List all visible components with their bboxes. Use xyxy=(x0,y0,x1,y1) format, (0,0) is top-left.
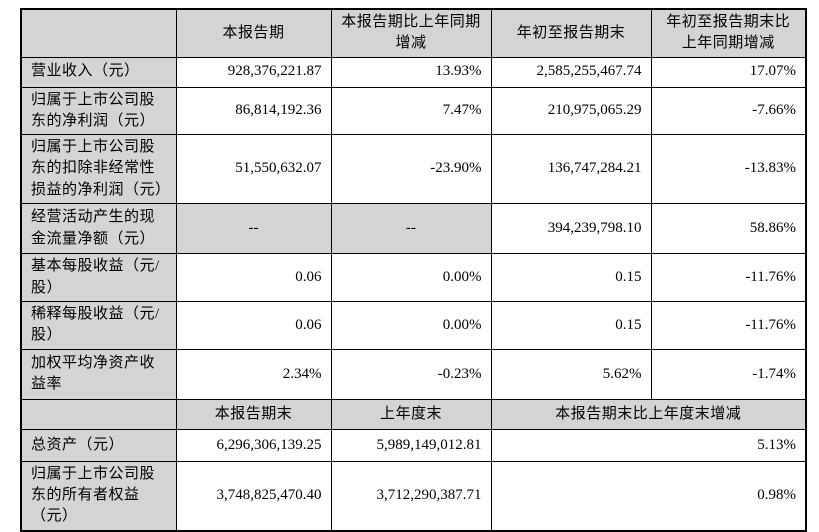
cell-value: 58.86% xyxy=(650,203,807,255)
col-header-current-period: 本报告期 xyxy=(175,8,332,58)
cell-value: 2.34% xyxy=(175,348,332,400)
cell-value: 0.00% xyxy=(330,301,492,350)
col-header-yoy-change: 本报告期比上年同期增减 xyxy=(330,8,492,58)
cell-value: 13.93% xyxy=(330,56,492,88)
row-total-assets: 总资产（元） 6,296,306,139.25 5,989,149,012.81… xyxy=(20,428,807,462)
row-label: 归属于上市公司股东的所有者权益（元） xyxy=(20,460,177,532)
col-header-ytd: 年初至报告期末 xyxy=(490,8,652,58)
cell-value: 51,550,632.07 xyxy=(175,134,332,205)
cell-value: 3,748,825,470.40 xyxy=(175,460,332,532)
row-diluted-eps: 稀释每股收益（元/股） 0.06 0.00% 0.15 -11.76% xyxy=(20,301,807,350)
row-label: 总资产（元） xyxy=(20,428,177,462)
row-label: 经营活动产生的现金流量净额（元） xyxy=(20,203,177,255)
row-basic-eps: 基本每股收益（元/股） 0.06 0.00% 0.15 -11.76% xyxy=(20,253,807,303)
row-net-profit: 归属于上市公司股东的净利润（元） 86,814,192.36 7.47% 210… xyxy=(20,86,807,136)
cell-value-na: -- xyxy=(175,203,332,255)
section2-header-row: 本报告期末 上年度末 本报告期末比上年度末增减 xyxy=(20,398,807,430)
row-label: 归属于上市公司股东的扣除非经常性损益的净利润（元） xyxy=(20,134,177,205)
row-equity-attributable-to-shareholders: 归属于上市公司股东的所有者权益（元） 3,748,825,470.40 3,71… xyxy=(20,460,807,532)
corner-cell xyxy=(20,8,177,58)
cell-value: 5.13% xyxy=(490,428,807,462)
corner-cell xyxy=(20,398,177,430)
col-header-ytd-yoy-change: 年初至报告期末比上年同期增减 xyxy=(650,8,807,58)
cell-value: 5,989,149,012.81 xyxy=(330,428,492,462)
cell-value: 2,585,255,467.74 xyxy=(490,56,652,88)
cell-value-na: -- xyxy=(330,203,492,255)
cell-value: -7.66% xyxy=(650,86,807,136)
row-net-profit-after-nonrecurring: 归属于上市公司股东的扣除非经常性损益的净利润（元） 51,550,632.07 … xyxy=(20,134,807,205)
cell-value: 394,239,798.10 xyxy=(490,203,652,255)
cell-value: -0.23% xyxy=(330,348,492,400)
key-financials-table: 本报告期 本报告期比上年同期增减 年初至报告期末 年初至报告期末比上年同期增减 … xyxy=(20,8,807,532)
col-header-end-of-last-year: 上年度末 xyxy=(330,398,492,430)
row-label: 基本每股收益（元/股） xyxy=(20,253,177,303)
cell-value: 210,975,065.29 xyxy=(490,86,652,136)
cell-value: 0.15 xyxy=(490,301,652,350)
row-operating-revenue: 营业收入（元） 928,376,221.87 13.93% 2,585,255,… xyxy=(20,56,807,88)
row-label: 稀释每股收益（元/股） xyxy=(20,301,177,350)
cell-value: 0.15 xyxy=(490,253,652,303)
cell-value: 6,296,306,139.25 xyxy=(175,428,332,462)
cell-value: -1.74% xyxy=(650,348,807,400)
cell-value: 0.06 xyxy=(175,301,332,350)
col-header-end-of-period: 本报告期末 xyxy=(175,398,332,430)
cell-value: -11.76% xyxy=(650,253,807,303)
cell-value: 0.06 xyxy=(175,253,332,303)
cell-value: 928,376,221.87 xyxy=(175,56,332,88)
cell-value: 5.62% xyxy=(490,348,652,400)
cell-value: -11.76% xyxy=(650,301,807,350)
row-label: 归属于上市公司股东的净利润（元） xyxy=(20,86,177,136)
cell-value: -23.90% xyxy=(330,134,492,205)
row-operating-cash-flow: 经营活动产生的现金流量净额（元） -- -- 394,239,798.10 58… xyxy=(20,203,807,255)
cell-value: 0.00% xyxy=(330,253,492,303)
cell-value: -13.83% xyxy=(650,134,807,205)
cell-value: 7.47% xyxy=(330,86,492,136)
cell-value: 86,814,192.36 xyxy=(175,86,332,136)
cell-value: 0.98% xyxy=(490,460,807,532)
row-weighted-avg-roe: 加权平均净资产收益率 2.34% -0.23% 5.62% -1.74% xyxy=(20,348,807,400)
row-label: 营业收入（元） xyxy=(20,56,177,88)
section1-header-row: 本报告期 本报告期比上年同期增减 年初至报告期末 年初至报告期末比上年同期增减 xyxy=(20,8,807,58)
cell-value: 3,712,290,387.71 xyxy=(330,460,492,532)
row-label: 加权平均净资产收益率 xyxy=(20,348,177,400)
cell-value: 136,747,284.21 xyxy=(490,134,652,205)
col-header-period-vs-year-end-change: 本报告期末比上年度末增减 xyxy=(490,398,807,430)
cell-value: 17.07% xyxy=(650,56,807,88)
